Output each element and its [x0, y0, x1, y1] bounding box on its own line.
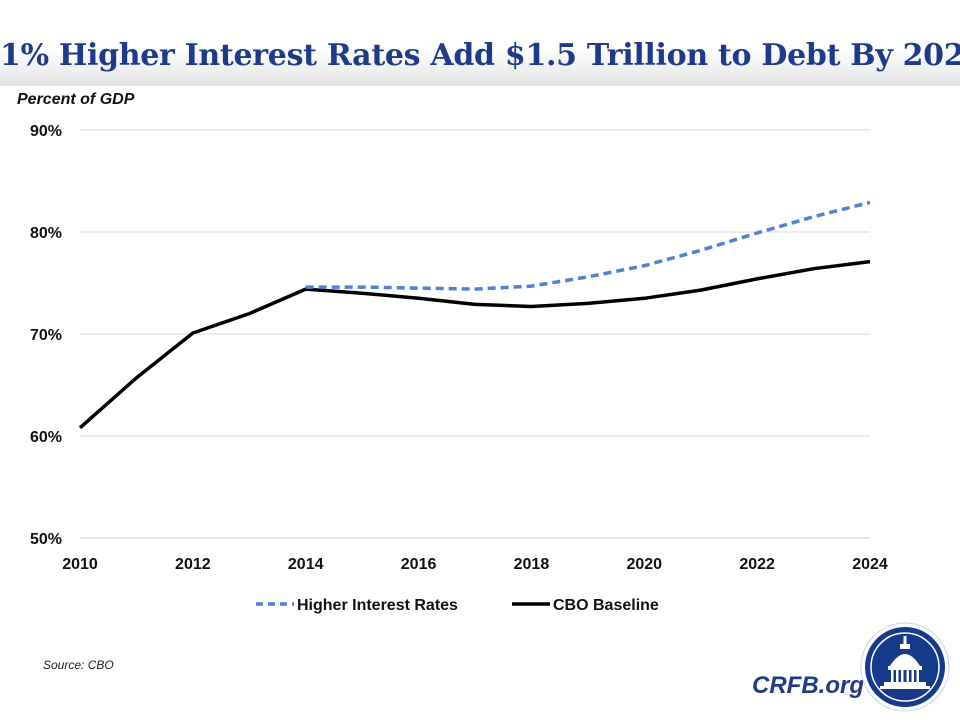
y-tick-label: 80% [30, 225, 62, 242]
x-tick-label: 2024 [852, 556, 888, 573]
series-line-cbo-baseline [78, 259, 871, 430]
legend: Higher Interest Rates CBO Baseline [256, 597, 659, 614]
capitol-seal-icon [860, 622, 950, 712]
y-axis-label: Percent of GDP [17, 91, 135, 108]
gridlines [80, 129, 870, 539]
chart-title: 1% Higher Interest Rates Add $1.5 Trilli… [0, 38, 960, 73]
x-tick-label: 2014 [288, 556, 324, 573]
y-axis-ticks: 90% 80% 70% 60% 50% [30, 123, 62, 548]
legend-label-higher-interest-rates: Higher Interest Rates [297, 597, 458, 614]
x-tick-label: 2016 [401, 556, 437, 573]
y-tick-label: 70% [30, 327, 62, 344]
x-tick-label: 2018 [514, 556, 550, 573]
title-band [0, 0, 960, 86]
x-tick-label: 2022 [739, 556, 775, 573]
source-note: Source: CBO [43, 658, 114, 672]
x-tick-label: 2012 [175, 556, 211, 573]
x-tick-label: 2010 [62, 556, 98, 573]
legend-label-cbo-baseline: CBO Baseline [553, 597, 659, 614]
y-tick-label: 50% [30, 531, 62, 548]
series-lines [78, 200, 871, 430]
y-tick-label: 90% [30, 123, 62, 140]
x-tick-label: 2020 [626, 556, 662, 573]
y-tick-label: 60% [30, 429, 62, 446]
series-line-higher-interest-rates [305, 200, 871, 291]
org-link[interactable]: CRFB.org [752, 672, 864, 699]
x-axis-ticks: 2010 2012 2014 2016 2018 2020 2022 2024 [62, 556, 888, 573]
